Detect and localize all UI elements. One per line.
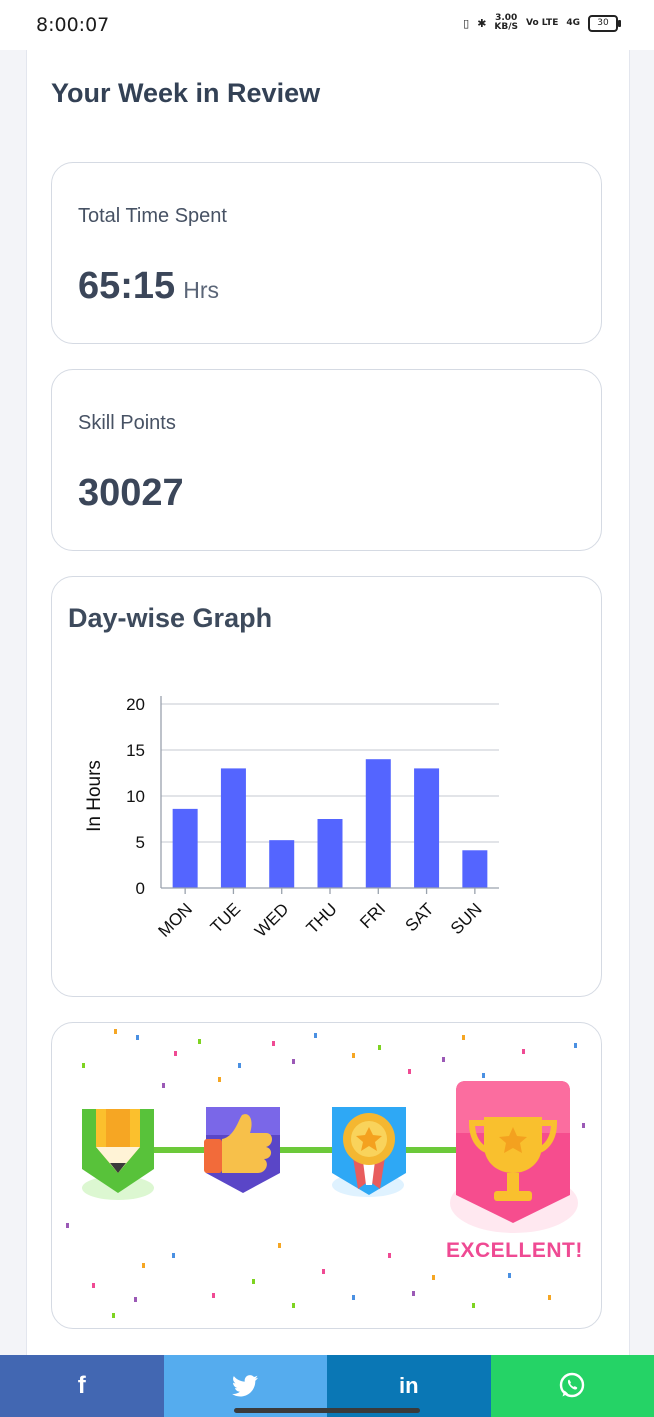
page-title: Your Week in Review [51, 78, 321, 108]
x-tick-label: SAT [401, 899, 437, 935]
facebook-icon: f [77, 1372, 86, 1399]
chart-axes [160, 696, 499, 894]
share-whatsapp-button[interactable] [490, 1355, 654, 1417]
total-time-label: Total Time Spent [78, 205, 227, 227]
x-tick-label: THU [303, 899, 341, 937]
thumbs-up-badge-icon [204, 1107, 280, 1193]
bar-fri [365, 759, 391, 888]
y-tick-label: 20 [126, 695, 145, 714]
bar-mon [172, 808, 198, 888]
share-twitter-button[interactable] [163, 1355, 327, 1417]
battery-icon: 30 [588, 14, 621, 32]
share-linkedin-button[interactable]: in [327, 1355, 491, 1417]
y-tick-label: 15 [126, 741, 145, 760]
y-tick-label: 0 [136, 879, 145, 898]
bar-tue [220, 768, 246, 888]
x-tick-label: WED [251, 899, 292, 940]
x-tick-label: TUE [207, 899, 244, 936]
vibrate-icon: ▯ [463, 16, 470, 30]
skill-points-label: Skill Points [78, 412, 176, 434]
linkedin-icon: in [398, 1373, 419, 1398]
y-tick-label: 5 [136, 833, 145, 852]
confetti-decoration [66, 1029, 585, 1318]
x-tick-label: SUN [447, 899, 486, 938]
bar-thu [317, 819, 343, 888]
chart-bars [172, 759, 488, 888]
share-bar: f in [0, 1355, 654, 1417]
achievement-card: EXCELLENT! [51, 1022, 602, 1329]
x-tick-label: FRI [356, 899, 389, 932]
network-speed-value: 3.00 [495, 13, 518, 23]
home-indicator [234, 1408, 420, 1413]
status-icons: ▯ ✱ 3.00 KB/S Vo LTE 4G 30 [463, 14, 621, 32]
total-time-unit: Hrs [183, 277, 219, 303]
total-time-value-row: 65:15 Hrs [78, 265, 219, 308]
x-tick-label: MON [154, 899, 195, 940]
chart-gridlines [161, 703, 499, 843]
excellent-label: EXCELLENT! [446, 1239, 583, 1262]
y-axis-label: In Hours [84, 760, 105, 832]
day-wise-graph-card: Day-wise Graph 0 5 10 15 20 MON TUE WED THU FRI SA… [51, 576, 602, 997]
bar-sun [462, 850, 488, 888]
whatsapp-icon [560, 1372, 585, 1398]
skill-points-card: Skill Points 30027 [51, 369, 602, 551]
skill-points-value: 30027 [78, 472, 184, 514]
share-facebook-button[interactable]: f [0, 1355, 164, 1417]
medal-badge-icon [332, 1107, 406, 1197]
network-speed: 3.00 KB/S [494, 14, 518, 32]
pencil-badge-icon [82, 1109, 154, 1200]
graph-title: Day-wise Graph [68, 603, 273, 633]
bar-sat [414, 768, 440, 888]
bluetooth-icon: ✱ [477, 16, 487, 30]
total-time-card: Total Time Spent 65:15 Hrs [51, 162, 602, 344]
status-time: 8:00:07 [36, 14, 110, 36]
total-time-value: 65:15 [78, 265, 176, 307]
signal-icon: 4G [566, 17, 580, 28]
day-wise-bar-chart: 0 5 10 15 20 MON TUE WED THU FRI SAT SUN In Hours [84, 695, 499, 941]
bar-wed [269, 840, 295, 888]
twitter-icon [232, 1375, 259, 1397]
status-bar: 8:00:07 ▯ ✱ 3.00 KB/S Vo LTE 4G 30 [0, 0, 654, 50]
volte-indicator: Vo LTE [526, 17, 559, 28]
y-tick-label: 10 [126, 787, 145, 806]
network-speed-unit: KB/S [494, 22, 519, 32]
trophy-badge-icon [450, 1081, 578, 1233]
